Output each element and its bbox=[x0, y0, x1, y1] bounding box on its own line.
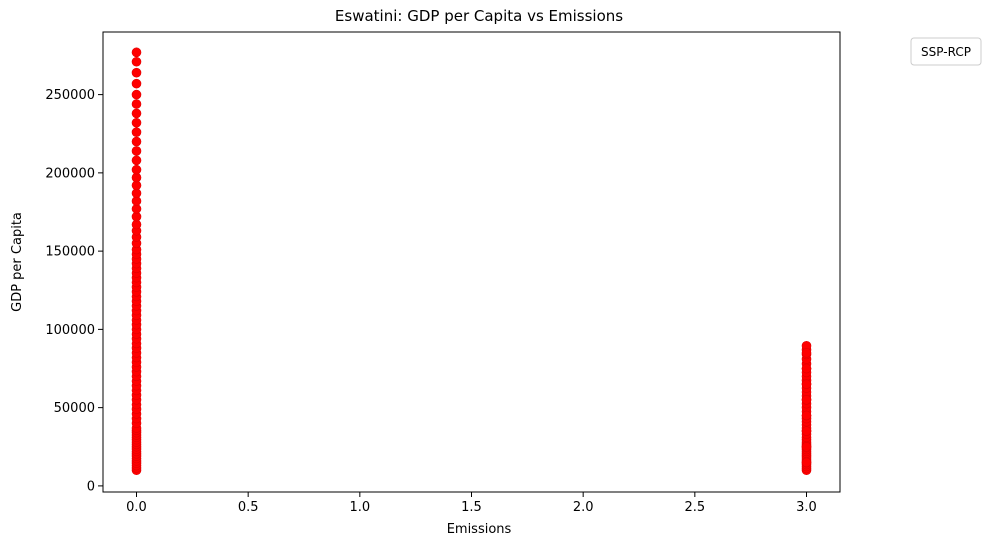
x-tick-label: 1.5 bbox=[461, 500, 482, 515]
data-point bbox=[801, 348, 812, 358]
data-point bbox=[131, 47, 142, 58]
data-point bbox=[131, 108, 142, 119]
legend-title: SSP-RCP bbox=[921, 45, 971, 59]
data-point bbox=[131, 146, 142, 156]
legend: SSP-RCP bbox=[910, 37, 982, 66]
data-points bbox=[131, 47, 812, 476]
x-tick-label: 3.0 bbox=[796, 500, 817, 515]
data-point bbox=[131, 155, 142, 166]
x-axis-title: Emissions bbox=[447, 522, 512, 537]
x-tick-label: 2.5 bbox=[684, 500, 705, 515]
x-tick-label: 2.0 bbox=[573, 500, 594, 515]
y-axis-ticks: 0 50000 100000 150000 200000 250000 bbox=[45, 88, 103, 494]
legend-box bbox=[910, 37, 982, 66]
data-point bbox=[131, 117, 142, 128]
data-point bbox=[131, 89, 142, 100]
x-tick-label: 0.5 bbox=[238, 500, 259, 515]
data-point bbox=[801, 395, 812, 405]
y-axis-title: GDP per Capita bbox=[10, 212, 25, 312]
y-tick-label: 150000 bbox=[45, 245, 95, 260]
data-point bbox=[801, 379, 812, 389]
data-point bbox=[801, 363, 812, 374]
y-tick-label: 50000 bbox=[54, 401, 95, 416]
y-tick-label: 100000 bbox=[45, 323, 95, 338]
data-point bbox=[131, 56, 142, 67]
x-axis-ticks: 0.0 0.5 1.0 1.5 2.0 2.5 3.0 bbox=[126, 492, 817, 515]
data-point bbox=[131, 127, 142, 137]
y-tick-label: 0 bbox=[87, 479, 95, 494]
data-point bbox=[131, 136, 142, 147]
data-point bbox=[801, 410, 812, 421]
y-tick-label: 250000 bbox=[45, 88, 95, 103]
chart-title: Eswatini: GDP per Capita vs Emissions bbox=[335, 7, 623, 25]
data-point bbox=[801, 441, 812, 452]
data-point bbox=[131, 78, 142, 89]
data-point bbox=[131, 99, 142, 109]
data-point bbox=[131, 67, 142, 78]
y-tick-label: 200000 bbox=[45, 166, 95, 181]
data-point bbox=[801, 457, 812, 468]
data-point bbox=[801, 426, 812, 436]
data-point bbox=[131, 164, 142, 175]
x-tick-label: 1.0 bbox=[349, 500, 370, 515]
x-tick-label: 0.0 bbox=[126, 500, 147, 515]
